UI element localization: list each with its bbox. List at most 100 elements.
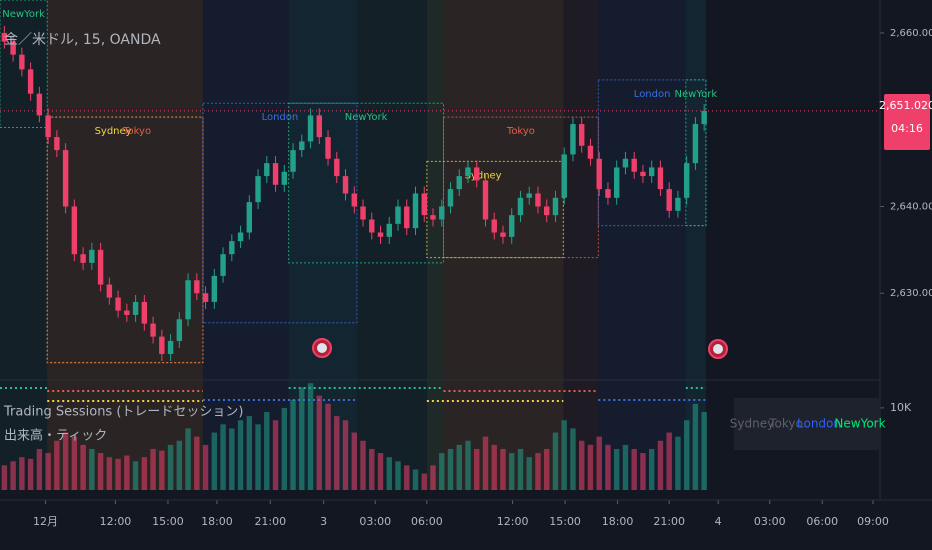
volume-bar [412, 469, 419, 490]
session-box [685, 79, 707, 227]
volume-bar [587, 444, 594, 490]
volume-bar [115, 458, 121, 490]
volume-bar [202, 444, 209, 490]
session-label: Tokyo [122, 126, 151, 137]
session-label: NewYork [345, 112, 388, 123]
volume-bar [605, 444, 611, 490]
candle-body [220, 254, 226, 276]
candle-body [54, 137, 60, 151]
volume-bar [570, 428, 576, 490]
volume-bar [290, 399, 296, 490]
volume-bar [220, 424, 226, 490]
volume-bar [465, 440, 471, 490]
candle-body [159, 336, 165, 354]
x-tick-label: 21:00 [254, 515, 286, 528]
volume-bar [89, 448, 95, 490]
volume-bar [176, 440, 183, 490]
volume-bar [211, 432, 218, 490]
session-table [734, 398, 880, 450]
volume-bar [622, 444, 629, 490]
volume-bar [491, 444, 497, 490]
volume-bar [421, 473, 427, 490]
volume-title[interactable]: 出来高・ティック [4, 428, 107, 444]
volume-bar [10, 461, 16, 490]
candle-body [45, 115, 51, 138]
candle-body [395, 206, 401, 224]
candle-body [605, 189, 611, 198]
volume-bar [544, 448, 550, 490]
volume-bar [255, 424, 261, 490]
candle-body [325, 137, 331, 159]
y-tick-label: 2,660.000 [890, 28, 932, 39]
session-background [443, 0, 599, 490]
x-tick-label: 15:00 [152, 515, 184, 528]
candle-body [465, 167, 471, 177]
candle-body [535, 193, 541, 207]
session-table-item: London [797, 417, 841, 431]
volume-bar [159, 450, 165, 490]
candle-body [62, 150, 69, 207]
candle-body [570, 124, 576, 155]
candle-body [334, 158, 340, 177]
volume-bar [474, 448, 480, 490]
volume-bar [369, 448, 375, 490]
candle-body [264, 163, 270, 177]
volume-bar [272, 420, 279, 490]
candle-body [430, 215, 436, 220]
volume-bar [683, 420, 690, 490]
candle-body [351, 193, 357, 207]
indicator-title[interactable]: Trading Sessions (トレードセッション) [3, 405, 243, 420]
volume-bar [509, 453, 515, 490]
candle-body [124, 310, 130, 315]
x-tick-label: 4 [715, 515, 722, 528]
volume-bar [439, 453, 445, 490]
candle-body [80, 254, 86, 263]
candle-body [176, 319, 183, 341]
candle-body [369, 219, 375, 233]
candle-body [447, 189, 454, 207]
session-label: Tokyo [506, 126, 535, 137]
session-background [288, 0, 444, 490]
candle-body [613, 167, 620, 198]
candle-body [404, 206, 410, 229]
volume-bar [124, 455, 130, 490]
volume-bar [701, 412, 707, 490]
volume-bar [80, 444, 86, 490]
x-tick-label: 12:00 [100, 515, 132, 528]
event-icon[interactable] [312, 338, 332, 358]
volume-bar [246, 416, 253, 490]
session-table-item: Tokyo [768, 417, 803, 431]
y-tick-label: 2,640.000 [890, 201, 932, 212]
candle-body [456, 176, 462, 190]
session-label: London [634, 89, 671, 100]
candle-body [474, 167, 480, 181]
candle-body [299, 141, 305, 151]
volume-bar [45, 453, 51, 490]
volume-bar [675, 436, 681, 490]
symbol-title[interactable]: 金／米ドル, 15, OANDA [4, 32, 161, 48]
candle-body [500, 232, 506, 237]
session-background [598, 0, 706, 490]
candle-body [272, 163, 279, 185]
x-tick-label: 06:00 [411, 515, 443, 528]
candle-body [290, 150, 296, 172]
candle-body [237, 232, 244, 242]
candle-body [97, 249, 104, 285]
x-tick-label: 03:00 [754, 515, 786, 528]
candle-body [552, 197, 559, 216]
event-icon[interactable] [708, 339, 728, 359]
volume-bar [482, 436, 489, 490]
candle-body [167, 340, 174, 354]
session-label: NewYork [675, 89, 718, 100]
session-background [426, 0, 564, 490]
candle-body [683, 163, 690, 198]
volume-bar [578, 440, 585, 490]
candle-body [141, 301, 148, 324]
x-tick-label: 3 [320, 515, 327, 528]
volume-bar [307, 383, 314, 490]
candle-body [377, 232, 384, 237]
volume-bar [299, 387, 305, 490]
session-label: Sydney [465, 170, 502, 181]
candle-body [27, 69, 34, 94]
